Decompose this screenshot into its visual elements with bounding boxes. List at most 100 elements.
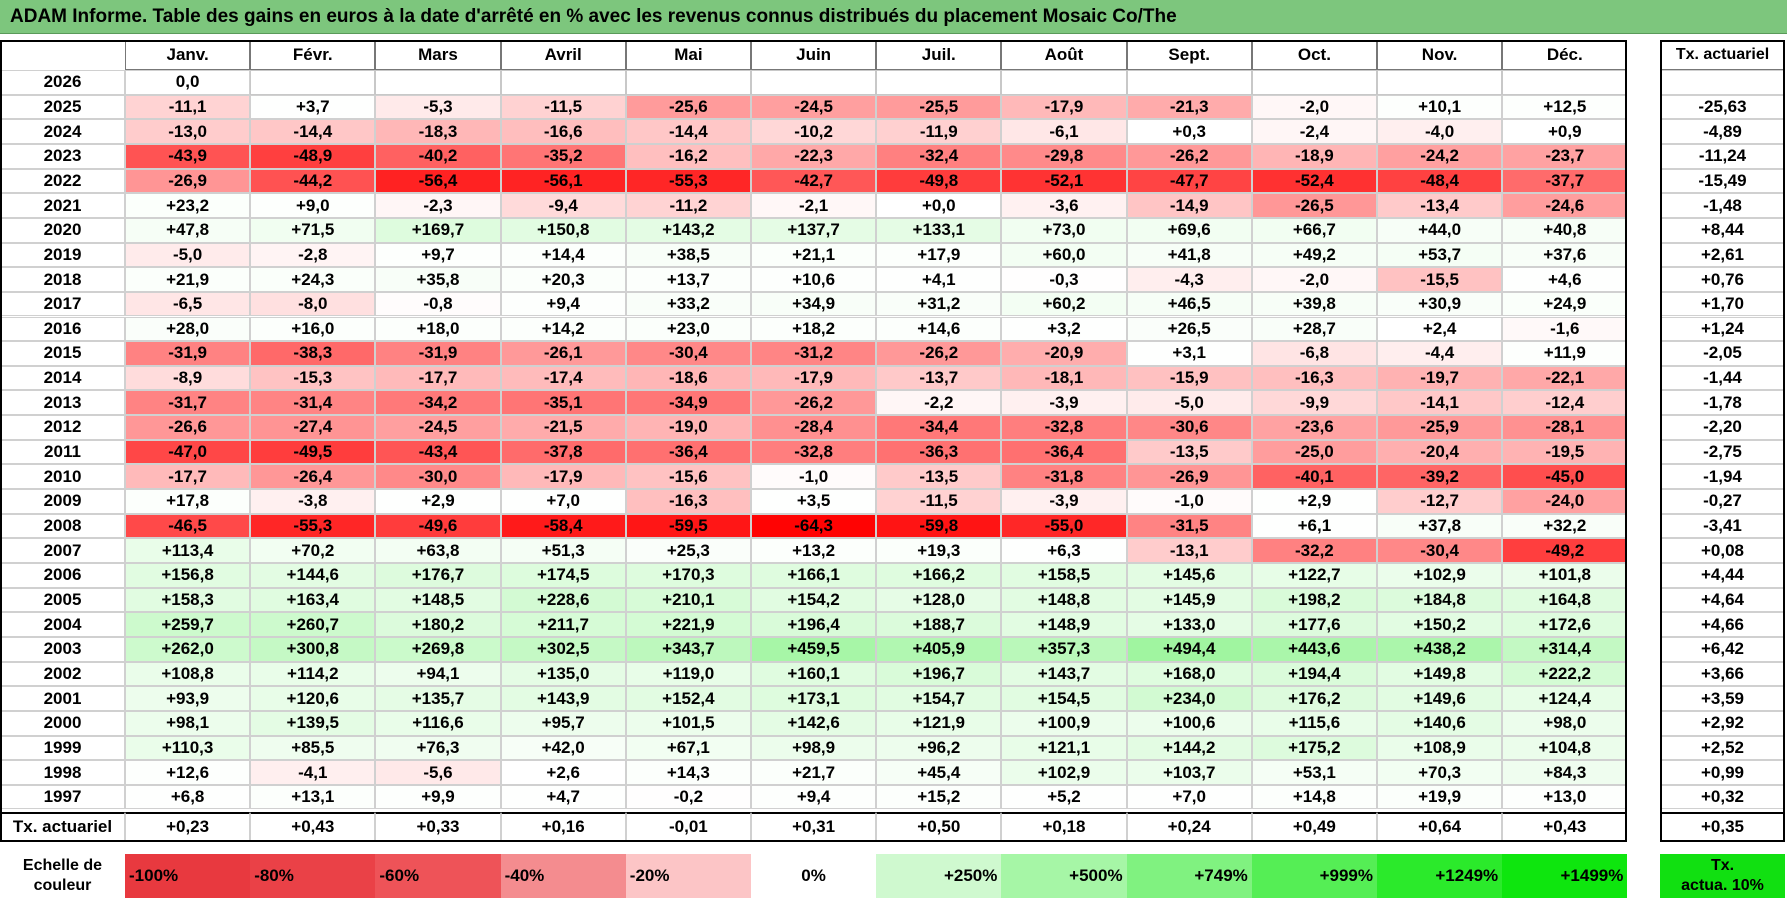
table-cell [1251,70,1377,95]
table-cell [1126,70,1252,95]
table-cell: -4,3 [1126,267,1252,292]
table-cell: +9,4 [500,291,626,317]
table-cell: +262,0 [125,636,251,662]
table-cell: +158,5 [1001,563,1127,588]
table-cell: +76,3 [375,735,501,761]
table-cell: -2,3 [375,193,501,218]
table-cell: -13,5 [1126,439,1252,465]
table-cell: +98,9 [751,735,877,761]
table-cell: -24,6 [1502,193,1628,218]
table-cell: +119,0 [625,661,751,687]
table-cell: +194,4 [1251,661,1377,687]
year-label: 1999 [0,735,125,761]
table-cell: +114,2 [250,661,376,687]
table-cell: +53,7 [1377,242,1503,268]
table-cell: +300,8 [250,636,376,662]
year-label: 2013 [0,390,125,416]
table-cell: +100,9 [1001,710,1127,736]
table-cell: -19,5 [1502,439,1628,465]
table-cell: +160,1 [751,661,877,687]
table-cell: +102,9 [1377,563,1503,588]
table-cell: -22,1 [1502,365,1628,391]
table-cell: +143,7 [1001,661,1127,687]
table-cell: +173,1 [751,686,877,711]
table-cell: -49,5 [250,439,376,465]
table-cell: +113,4 [125,538,251,563]
table-cell: +13,7 [625,267,751,292]
table-cell: +3,2 [1001,316,1127,342]
table-cell: +10,6 [751,267,877,292]
table-cell: +13,1 [250,784,376,810]
table-cell: -14,4 [625,119,751,144]
year-label: 2003 [0,636,125,662]
table-cell: -0,3 [1001,267,1127,292]
table-cell: +180,2 [375,612,501,637]
table-cell: +438,2 [1377,636,1503,662]
ta-cell: +3,59 [1660,686,1785,711]
legend-swatch: -80% [250,853,376,898]
table-cell: +28,0 [125,316,251,342]
table-cell: -15,6 [625,464,751,490]
table-cell: +144,2 [1126,735,1252,761]
table-cell: +42,0 [500,735,626,761]
table-cell: -8,9 [125,365,251,391]
table-cell: +12,5 [1502,94,1628,120]
table-cell: +108,9 [1377,735,1503,761]
table-cell: -17,9 [751,365,877,391]
table-cell: +135,0 [500,661,626,687]
table-cell: -43,9 [125,143,251,169]
table-cell: +148,5 [375,587,501,613]
table-cell: +46,5 [1126,291,1252,317]
table-cell: +45,4 [876,760,1002,785]
table-cell [375,70,501,95]
table-cell: -36,4 [1001,439,1127,465]
ta-cell: +4,44 [1660,563,1785,588]
table-cell: +20,3 [500,267,626,292]
table-cell: +98,1 [125,710,251,736]
table-cell: -26,9 [1126,464,1252,490]
table-cell: -31,9 [375,341,501,366]
table-cell: +3,1 [1126,341,1252,366]
ta-row-cell: +0,16 [500,811,626,842]
table-cell: -15,9 [1126,365,1252,391]
table-cell: -3,9 [1001,390,1127,416]
table-cell: +168,0 [1126,661,1252,687]
table-cell: +19,3 [876,538,1002,563]
legend-swatch: +250% [876,853,1002,898]
table-cell: -3,6 [1001,193,1127,218]
table-cell: -30,4 [625,341,751,366]
legend-swatch: -60% [375,853,501,898]
month-header: Juin [751,40,877,70]
table-cell: +221,9 [625,612,751,637]
table-cell: -59,5 [625,513,751,539]
ta-cell: +2,92 [1660,710,1785,736]
ta-row-cell: +0,43 [1502,811,1628,842]
legend-label-line1: Echelle de [22,856,103,874]
table-cell: +152,4 [625,686,751,711]
table-cell: -26,4 [250,464,376,490]
table-cell: -1,0 [1126,489,1252,514]
legend-swatch: -40% [500,853,626,898]
table-cell: -18,1 [1001,365,1127,391]
table-cell: -24,5 [375,415,501,440]
table-cell: -48,4 [1377,168,1503,194]
table-cell: -18,9 [1251,143,1377,169]
table-cell: +15,2 [876,784,1002,810]
table-cell: +145,6 [1126,563,1252,588]
table-cell: +21,9 [125,267,251,292]
table-cell: -49,6 [375,513,501,539]
table-cell: +11,9 [1502,341,1628,366]
table-cell: -14,9 [1126,193,1252,218]
table-cell [625,70,751,95]
table-cell: +10,1 [1377,94,1503,120]
month-header: Janv. [125,40,251,70]
table-cell: +14,8 [1251,784,1377,810]
table-cell: +28,7 [1251,316,1377,342]
table-cell: -59,8 [876,513,1002,539]
table-cell: +166,2 [876,563,1002,588]
table-cell: +39,8 [1251,291,1377,317]
table-cell: +19,9 [1377,784,1503,810]
month-header: Août [1001,40,1127,70]
year-label: 2005 [0,587,125,613]
table-cell: -21,5 [500,415,626,440]
